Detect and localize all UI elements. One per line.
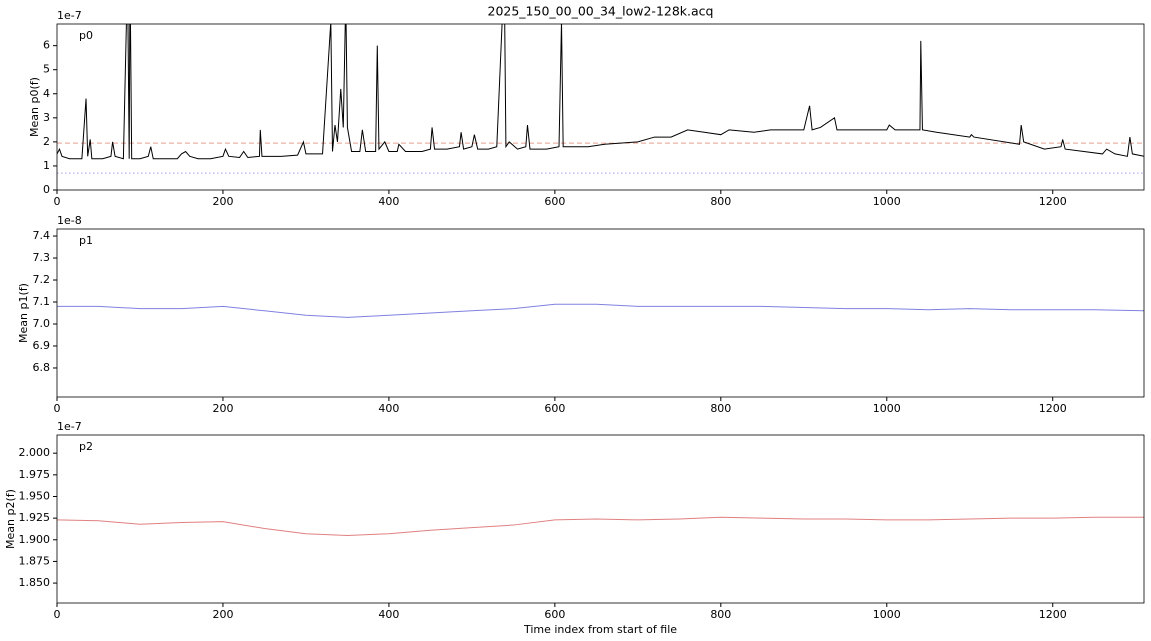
x-tick-label: 600: [544, 195, 565, 208]
panel-annotation: p2: [79, 440, 93, 453]
data-line: [57, 303, 1144, 318]
y-tick-label: 1.850: [19, 576, 51, 589]
plot-frame: [56, 228, 1145, 398]
x-axis-label: Time index from start of file: [523, 623, 677, 636]
y-tick-label: 0: [43, 183, 50, 196]
offset-label: 1e-7: [57, 9, 82, 22]
data-line: [57, 516, 1144, 536]
x-tick-label: 800: [710, 608, 731, 621]
x-tick-label: 0: [54, 608, 61, 621]
y-tick-label: 3: [43, 111, 50, 124]
x-tick-label: 0: [54, 195, 61, 208]
y-tick-label: 1.925: [19, 511, 51, 524]
x-tick-label: 200: [212, 195, 233, 208]
y-tick-label: 1.875: [19, 554, 51, 567]
offset-label: 1e-7: [57, 420, 82, 433]
x-tick-label: 1000: [873, 402, 901, 415]
y-tick-label: 7.4: [33, 229, 51, 242]
y-tick-label: 2: [43, 135, 50, 148]
x-tick-label: 400: [378, 195, 399, 208]
x-tick-label: 1000: [873, 195, 901, 208]
panel-annotation: p0: [79, 29, 93, 42]
x-tick-label: 800: [710, 195, 731, 208]
y-tick-label: 6: [43, 39, 50, 52]
y-tick-label: 7.0: [33, 317, 51, 330]
x-tick-label: 1000: [873, 608, 901, 621]
plot-frame: [56, 434, 1145, 604]
y-tick-label: 5: [43, 63, 50, 76]
y-tick-label: 4: [43, 87, 50, 100]
x-tick-label: 200: [212, 402, 233, 415]
y-tick-label: 1: [43, 159, 50, 172]
offset-label: 1e-8: [57, 214, 82, 227]
x-tick-label: 600: [544, 402, 565, 415]
plot-frame: [56, 23, 1145, 191]
panel-annotation: p1: [79, 234, 93, 247]
x-tick-label: 1200: [1039, 195, 1067, 208]
x-tick-label: 0: [54, 402, 61, 415]
y-tick-label: 7.3: [33, 251, 51, 264]
y-tick-label: 2.000: [19, 446, 51, 459]
subplot: 0 200 400 600 800 1000 1200 6.8 6.9 7.0 7.1 7.2 7.3 7…: [17, 214, 1145, 415]
y-tick-label: 1.975: [19, 468, 51, 481]
data-line: [57, 24, 1144, 160]
y-tick-label: 1.900: [19, 533, 51, 546]
x-tick-label: 1200: [1039, 608, 1067, 621]
y-tick-label: 1.950: [19, 489, 51, 502]
y-tick-label: 7.1: [33, 295, 51, 308]
y-tick-label: 6.9: [33, 339, 51, 352]
subplot: 0 200 400 600 800 1000 1200 1.850 1.875 1.900 1.92…: [4, 420, 1145, 636]
x-tick-label: 600: [544, 608, 565, 621]
y-tick-label: 7.2: [33, 273, 51, 286]
x-tick-label: 400: [378, 608, 399, 621]
chart-title: 2025_150_00_00_34_low2-128k.acq: [488, 4, 714, 19]
y-axis-label: Mean p0(f): [28, 77, 41, 137]
y-axis-label: Mean p2(f): [4, 489, 17, 549]
y-axis-label: Mean p1(f): [17, 283, 30, 343]
y-tick-label: 6.8: [33, 361, 51, 374]
x-tick-label: 400: [378, 402, 399, 415]
x-tick-label: 200: [212, 608, 233, 621]
x-tick-label: 800: [710, 402, 731, 415]
x-tick-label: 1200: [1039, 402, 1067, 415]
